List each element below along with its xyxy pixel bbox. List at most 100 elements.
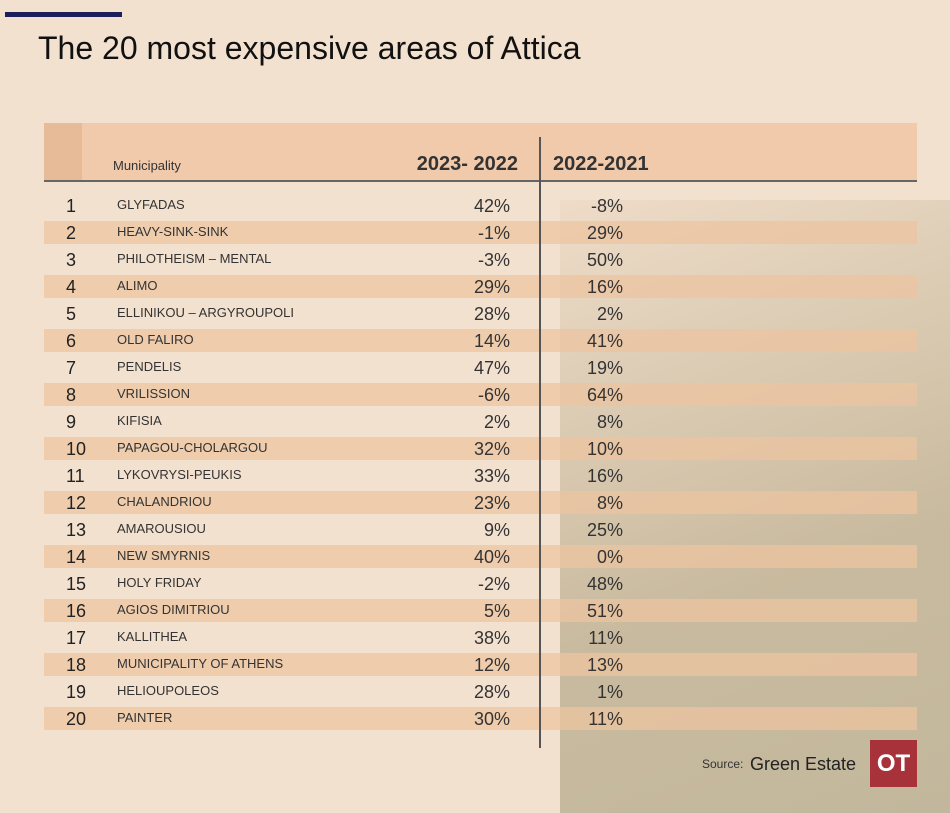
municipality: CHALANDRIOU [117,494,212,509]
row-band [44,545,917,568]
municipality: NEW SMYRNIS [117,548,211,563]
municipality: HOLY FRIDAY [117,575,202,590]
municipality: GLYFADAS [117,197,185,212]
rank: 5 [66,304,77,324]
change-2023: 40% [473,547,510,567]
row-band [44,707,917,730]
change-2023: -6% [477,385,510,405]
title: The 20 most expensive areas of Attica [38,30,581,66]
rank: 17 [66,628,87,648]
rank: 14 [66,547,87,567]
row-band [44,437,917,460]
rank: 20 [66,709,87,729]
rank: 6 [66,331,77,351]
change-2023: -1% [477,223,510,243]
column-header: Municipality [113,158,181,173]
municipality: ALIMO [117,278,158,293]
municipality: HEAVY-SINK-SINK [117,224,229,239]
accent-bar [5,12,122,17]
header-rank-cell [44,123,82,181]
source-label: Source: [702,757,744,771]
change-2023: 42% [473,196,510,216]
row-band [44,599,917,622]
change-2023: 5% [483,601,510,621]
column-divider [539,137,541,748]
municipality: AGIOS DIMITRIOU [117,602,230,617]
change-2022: 29% [586,223,623,243]
rank: 10 [66,439,87,459]
row-band [44,491,917,514]
change-2022: 8% [596,493,623,513]
header-band [44,123,917,181]
column-header: 2022-2021 [553,153,649,175]
change-2022: 13% [586,655,623,675]
change-2023: 33% [473,466,510,486]
source: Green Estate [750,754,857,774]
row-band [44,329,917,352]
change-2022: 16% [586,466,623,486]
rank: 4 [66,277,77,297]
rank: 15 [66,574,87,594]
change-2022: 0% [596,547,623,567]
municipality: PAPAGOU-CHOLARGOU [117,440,268,455]
municipality: AMAROUSIOU [117,521,206,536]
row-band [44,275,917,298]
municipality: HELIOUPOLEOS [117,683,219,698]
change-2023: 38% [473,628,510,648]
municipality: PENDELIS [117,359,182,374]
rank: 1 [66,196,77,216]
rank: 12 [66,493,87,513]
change-2023: 12% [473,655,510,675]
change-2022: 11% [588,628,623,648]
row-band [44,653,917,676]
change-2023: 9% [483,520,510,540]
change-2022: 50% [586,250,623,270]
change-2023: 28% [473,682,510,702]
change-2022: 25% [586,520,623,540]
change-2022: 41% [586,331,623,351]
change-2023: -3% [477,250,510,270]
municipality: VRILISSION [117,386,190,401]
change-2023: 14% [473,331,510,351]
change-2023: 2% [483,412,510,432]
change-2022: 48% [586,574,623,594]
change-2023: 29% [473,277,510,297]
rank: 18 [66,655,87,675]
logo: OT [870,740,917,787]
rank: 2 [66,223,77,243]
row-band [44,221,917,244]
change-2022: -8% [590,196,623,216]
change-2023: 30% [473,709,510,729]
change-2022: 64% [586,385,623,405]
change-2022: 1% [596,682,623,702]
change-2022: 19% [586,358,623,378]
change-2023: 32% [473,439,510,459]
municipality: KALLITHEA [117,629,188,644]
rank: 3 [66,250,77,270]
rank: 16 [66,601,87,621]
municipality: ELLINIKOU – ARGYROUPOLI [117,305,295,320]
change-2022: 10% [586,439,623,459]
rank: 19 [66,682,87,702]
change-2023: 28% [473,304,510,324]
change-2023: -2% [477,574,510,594]
municipality: PHILOTHEISM – MENTAL [117,251,272,266]
rank: 9 [66,412,77,432]
column-header: 2023- 2022 [416,153,518,175]
change-2022: 2% [596,304,623,324]
municipality: OLD FALIRO [117,332,194,347]
change-2023: 47% [473,358,510,378]
change-2023: 23% [473,493,510,513]
change-2022: 16% [586,277,623,297]
change-2022: 51% [586,601,623,621]
municipality: KIFISIA [117,413,162,428]
municipality: LYKOVRYSI-PEUKIS [117,467,242,482]
header-rule [44,180,917,182]
rank: 13 [66,520,87,540]
municipality: PAINTER [117,710,173,725]
rank: 11 [66,466,85,486]
change-2022: 11% [588,709,623,729]
change-2022: 8% [596,412,623,432]
rank: 8 [66,385,77,405]
